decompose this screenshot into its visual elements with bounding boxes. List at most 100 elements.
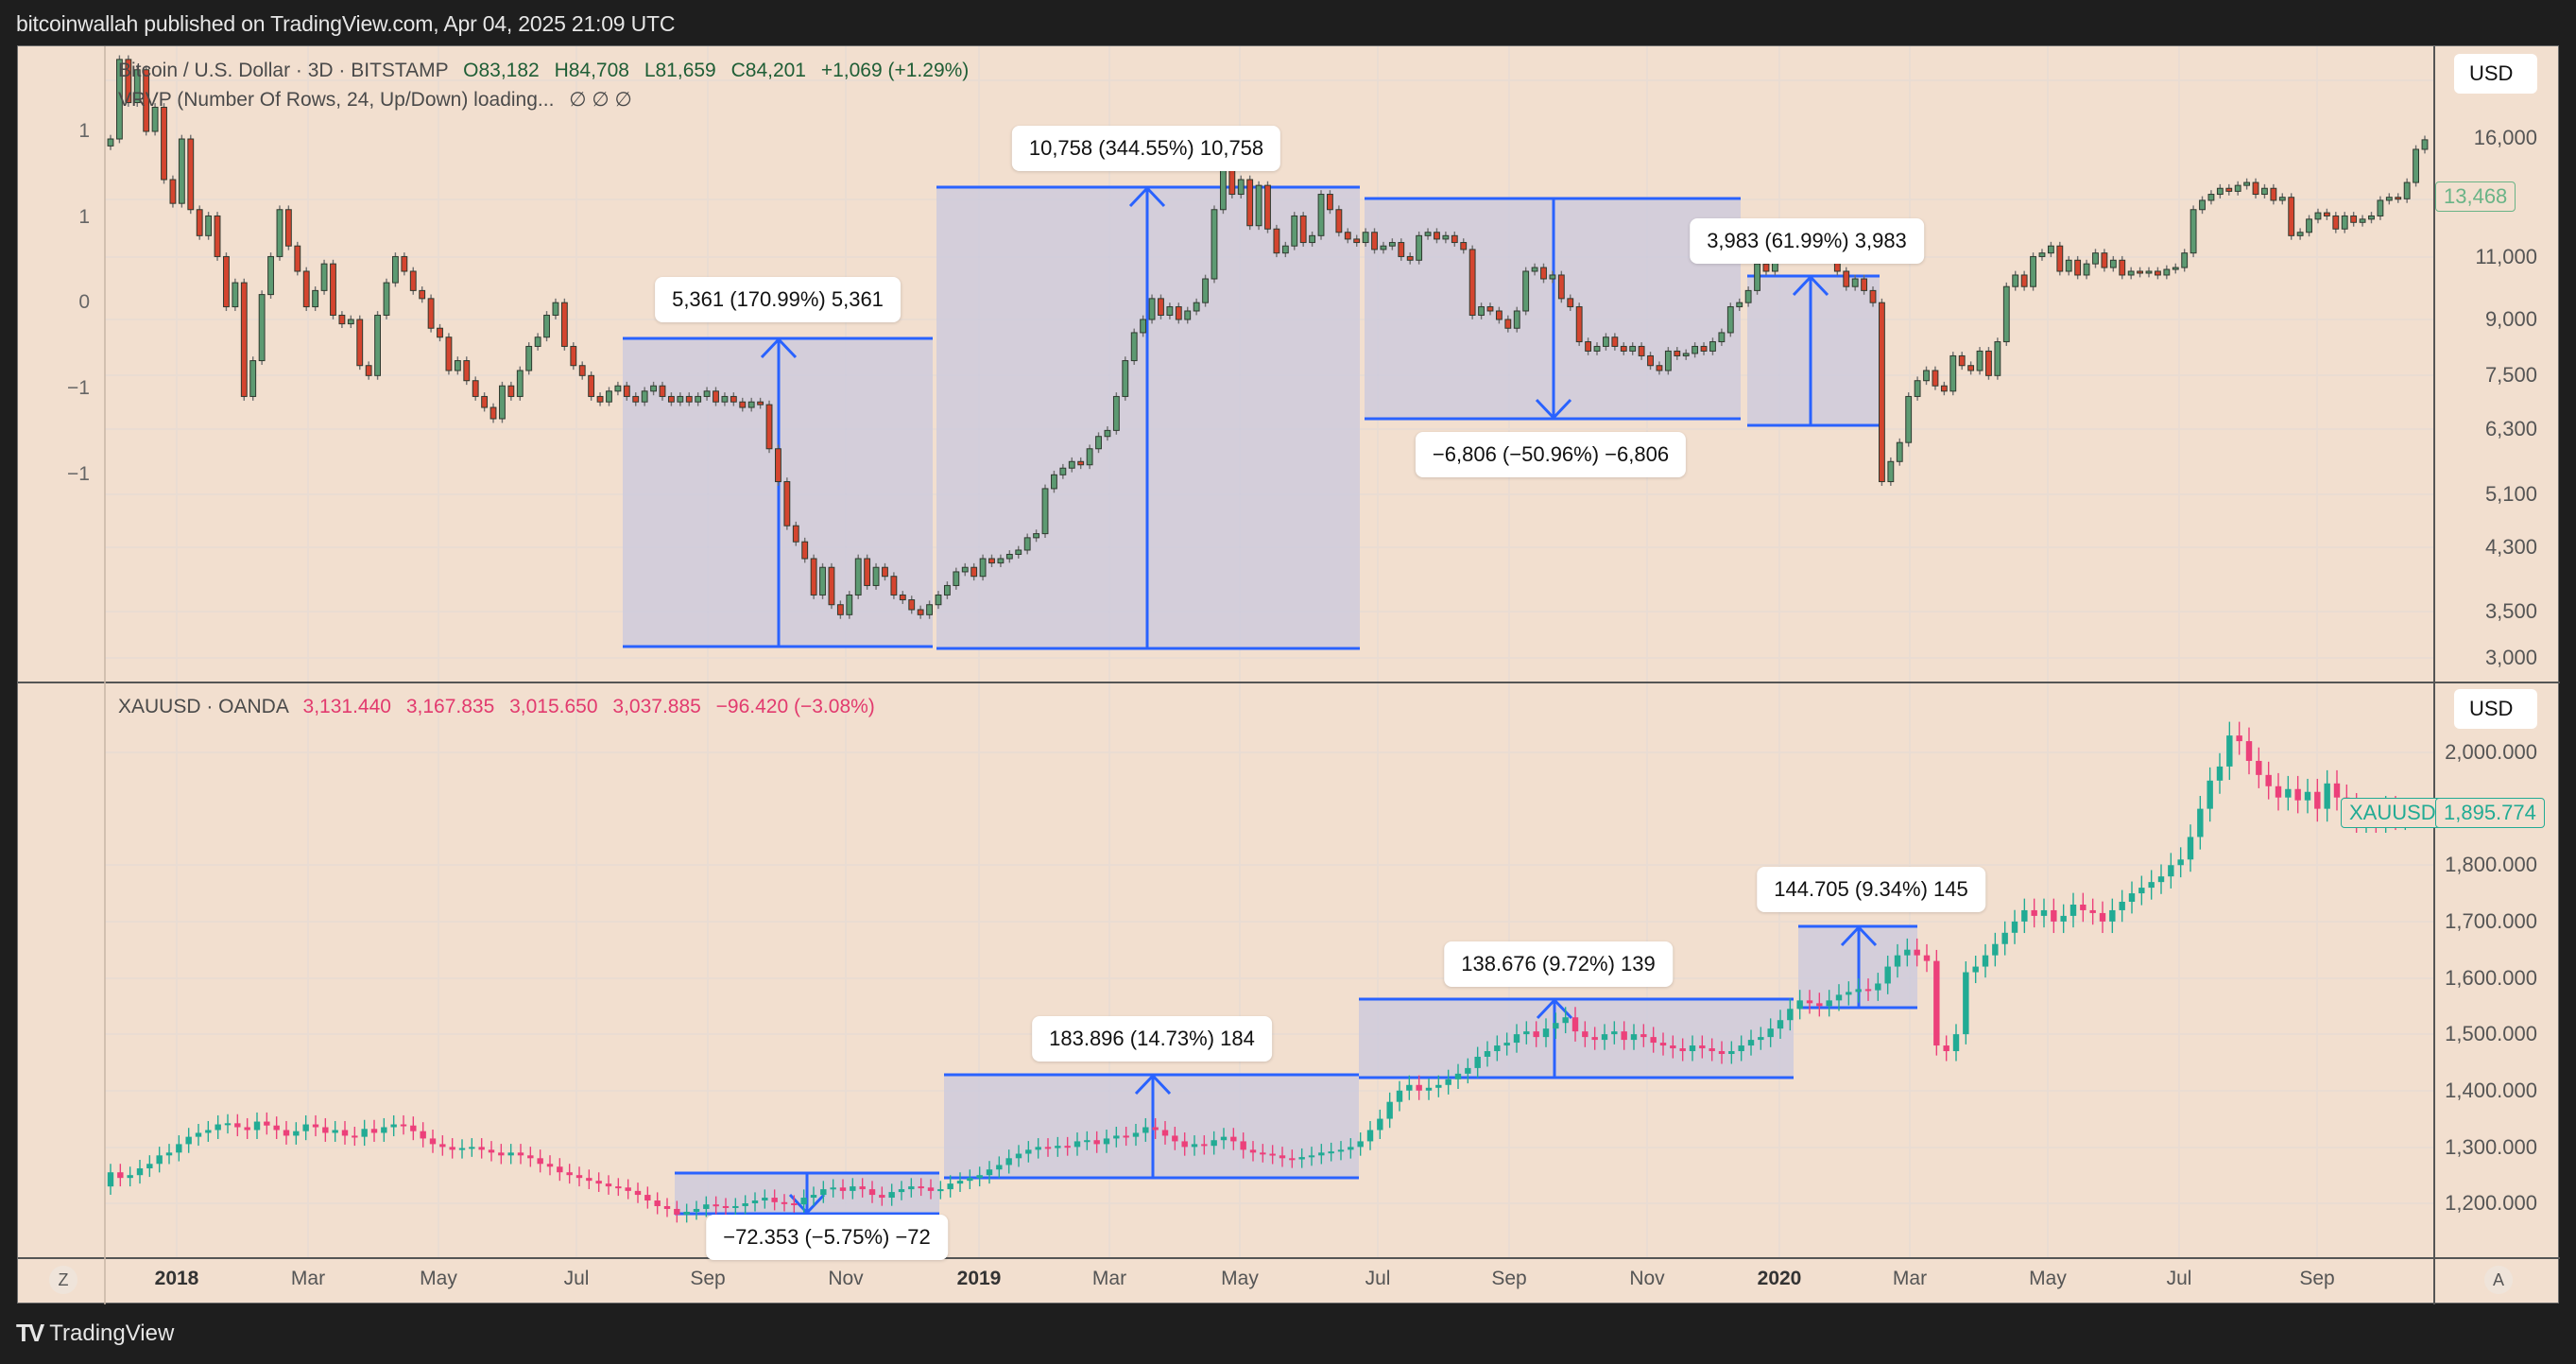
candle-body [2127, 270, 2135, 276]
candle-body [2181, 252, 2189, 268]
btc-measure-label-4[interactable]: 3,983 (61.99%) 3,983 [1690, 218, 1924, 264]
candle-body [390, 1124, 397, 1128]
btc-measure-label-2[interactable]: 10,758 (344.55%) 10,758 [1011, 126, 1281, 171]
candle-body [721, 395, 729, 403]
btc-low: L81,659 [644, 60, 716, 81]
gold-price-tick: 1,200.000 [2445, 1191, 2537, 1215]
candle-body [1249, 1149, 1257, 1153]
candle-body [879, 1195, 885, 1199]
candle-body [1299, 215, 1307, 244]
left-axis-label: −1 [67, 377, 90, 399]
gold-measure-label-3[interactable]: 138.676 (9.72%) 139 [1444, 941, 1673, 987]
candle-body [997, 558, 1005, 564]
candle-body [650, 385, 657, 392]
auto-scale-button[interactable]: A [2484, 1266, 2513, 1294]
btc-price-tick: 5,100 [2484, 482, 2537, 506]
candle-body [1298, 1157, 1305, 1160]
candle-body [352, 1135, 358, 1138]
candle-body [1264, 184, 1271, 230]
candle-body [588, 374, 595, 397]
candle-body [839, 1187, 847, 1191]
candle-body [499, 385, 506, 420]
candle-body [312, 289, 319, 308]
candle-body [1747, 1040, 1755, 1046]
candle-body [2119, 259, 2126, 276]
candle-body [2157, 876, 2165, 883]
candle-body [674, 1208, 680, 1215]
gold-measure-label-2[interactable]: 183.896 (14.73%) 184 [1032, 1016, 1272, 1062]
candle-body [1281, 245, 1289, 254]
gold-measure-label-1[interactable]: −72.353 (−5.75%) −72 [706, 1215, 948, 1260]
btc-price-tick: 3,500 [2484, 599, 2537, 623]
vrvp-indicator-title[interactable]: VRVP (Number Of Rows, 24, Up/Down) loadi… [118, 89, 555, 111]
btc-measure-label-1[interactable]: 5,361 (170.99%) 5,361 [655, 277, 901, 322]
candle-body [2021, 909, 2028, 922]
candle-body [2163, 268, 2171, 276]
candle-body [1603, 337, 1609, 347]
candle-body [1140, 319, 1147, 334]
time-tick: Mar [1091, 1268, 1127, 1289]
candle-body [615, 1186, 622, 1189]
candle-body [117, 1172, 124, 1179]
candle-body [2324, 783, 2330, 809]
gold-symbol-tag: XAUUSD [2341, 798, 2445, 828]
candle-body [819, 566, 826, 596]
time-tick: May [2029, 1268, 2067, 1289]
candle-body [1398, 242, 1405, 257]
candle-body [2304, 791, 2311, 801]
candle-body [1112, 395, 1120, 431]
candle-body [918, 1186, 924, 1189]
candle-body [427, 298, 435, 329]
btc-currency-button[interactable]: USD [2454, 54, 2537, 94]
candle-body [937, 1189, 944, 1192]
gold-currency-button[interactable]: USD [2454, 689, 2537, 729]
candle-body [187, 138, 195, 211]
gold-measure-label-4[interactable]: 144.705 (9.34%) 145 [1757, 867, 1985, 912]
candle-body [641, 390, 648, 403]
candle-body [258, 294, 266, 362]
candle-body [2074, 259, 2082, 276]
time-tick: Mar [290, 1268, 326, 1289]
candle-body [2368, 215, 2375, 220]
time-tick: Sep [1491, 1268, 1527, 1289]
candle-body [1884, 966, 1891, 984]
candle-body [1533, 1031, 1539, 1038]
candle-body [1073, 1141, 1081, 1148]
gold-price-tick: 1,600.000 [2445, 966, 2537, 990]
left-axis-label: 1 [78, 206, 90, 228]
candle-body [2137, 270, 2144, 274]
candle-body [507, 1152, 514, 1156]
btc-symbol-title[interactable]: Bitcoin / U.S. Dollar · 3D · BITSTAMP [118, 60, 449, 81]
candle-body [2285, 788, 2292, 798]
chart-canvas[interactable] [18, 46, 2560, 1304]
candle-body [1679, 1048, 1686, 1052]
zoom-reset-button[interactable]: Z [49, 1266, 77, 1294]
btc-measure-label-3[interactable]: −6,806 (−50.96%) −6,806 [1415, 432, 1687, 477]
candle-body [2270, 187, 2277, 201]
candle-body [249, 360, 257, 397]
btc-legend: Bitcoin / U.S. Dollar · 3D · BITSTAMP O8… [118, 60, 969, 82]
candle-body [2138, 888, 2145, 894]
candle-body [454, 360, 461, 371]
candle-body [605, 1183, 612, 1187]
candle-body [1630, 1034, 1638, 1041]
candle-body [525, 345, 533, 371]
candle-body [953, 571, 960, 586]
candle-body [1486, 306, 1494, 312]
candle-body [284, 209, 292, 247]
candle-body [695, 395, 702, 403]
candle-body [1567, 298, 1574, 308]
tradingview-logo[interactable]: TV TradingView [16, 1319, 174, 1348]
arrow-down-icon [1535, 398, 1572, 421]
btc-price-tick: 4,300 [2484, 535, 2537, 559]
candle-body [2040, 909, 2048, 916]
candle-body [1084, 1140, 1091, 1143]
candle-body [1044, 1147, 1052, 1149]
candle-body [338, 314, 346, 325]
candle-body [2109, 259, 2117, 268]
candle-body [244, 1127, 250, 1131]
candle-body [1175, 306, 1182, 320]
gold-symbol-title[interactable]: XAUUSD · OANDA [118, 696, 288, 717]
candle-body [1005, 553, 1013, 560]
candle-body [1718, 332, 1726, 343]
